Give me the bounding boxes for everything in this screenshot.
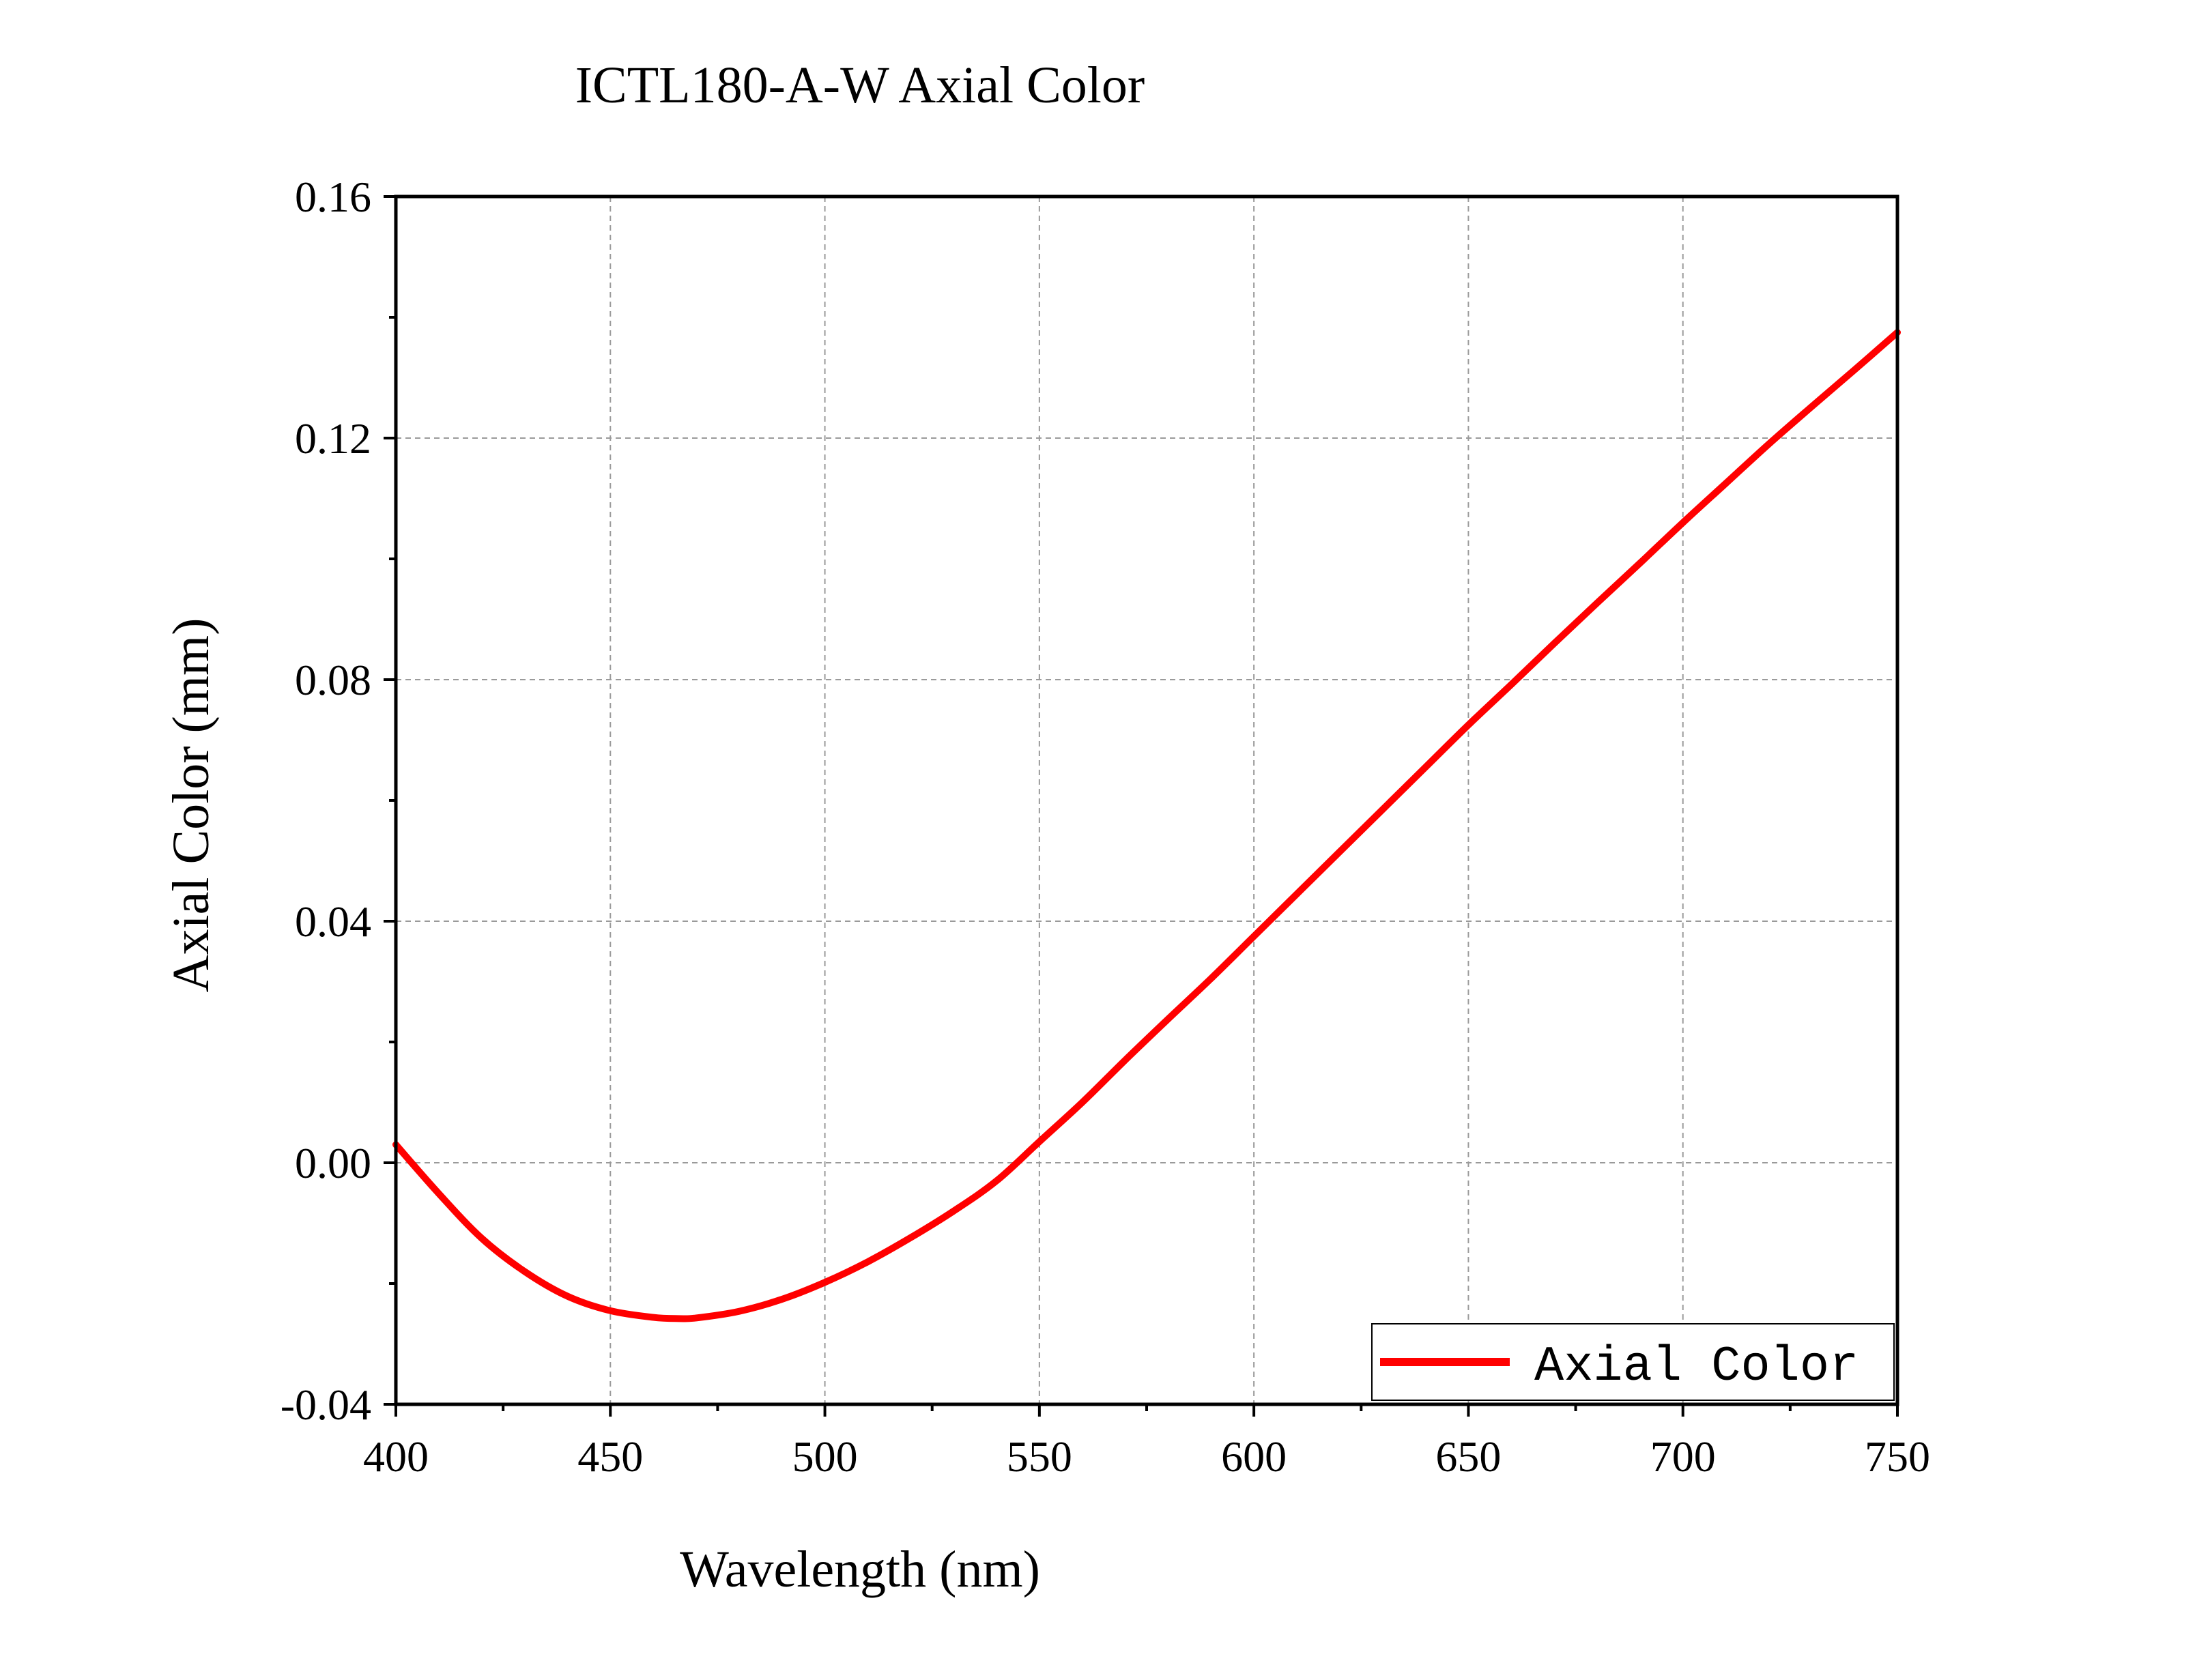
x-tick-label: 600 bbox=[1221, 1432, 1287, 1481]
y-tick-label: -0.04 bbox=[281, 1380, 371, 1429]
legend: Axial Color bbox=[1371, 1323, 1895, 1401]
x-tick-label: 450 bbox=[577, 1432, 643, 1481]
y-tick-label: 0.16 bbox=[295, 173, 371, 221]
x-tick-label: 700 bbox=[1650, 1432, 1716, 1481]
y-tick-label: 0.12 bbox=[295, 414, 371, 463]
x-tick-label: 400 bbox=[363, 1432, 429, 1481]
x-tick-label: 750 bbox=[1865, 1432, 1930, 1481]
series-line-0 bbox=[392, 329, 1901, 1322]
series-layer bbox=[392, 329, 1901, 1322]
grid-lines bbox=[396, 197, 1897, 1404]
axis-ticks: 400 450 500 550 600 650 700 750 -0.04 0.00 0.04 0.0… bbox=[281, 173, 1930, 1481]
y-tick-label: 0.00 bbox=[295, 1139, 371, 1187]
x-tick-label: 650 bbox=[1435, 1432, 1501, 1481]
x-tick-label: 550 bbox=[1007, 1432, 1072, 1481]
y-tick-label: 0.08 bbox=[295, 656, 371, 704]
y-tick-label: 0.04 bbox=[295, 897, 371, 946]
plot-frame bbox=[394, 194, 1899, 1406]
x-axis-label: Wavelength (nm) bbox=[680, 1541, 1040, 1598]
plot-axes bbox=[394, 194, 1899, 1406]
chart-title: ICTL180-A-W Axial Color bbox=[575, 57, 1145, 114]
x-tick-label: 500 bbox=[792, 1432, 858, 1481]
legend-label-axial-color: Axial Color bbox=[1534, 1339, 1859, 1395]
y-axis-label: Axial Color (mm) bbox=[162, 618, 220, 993]
